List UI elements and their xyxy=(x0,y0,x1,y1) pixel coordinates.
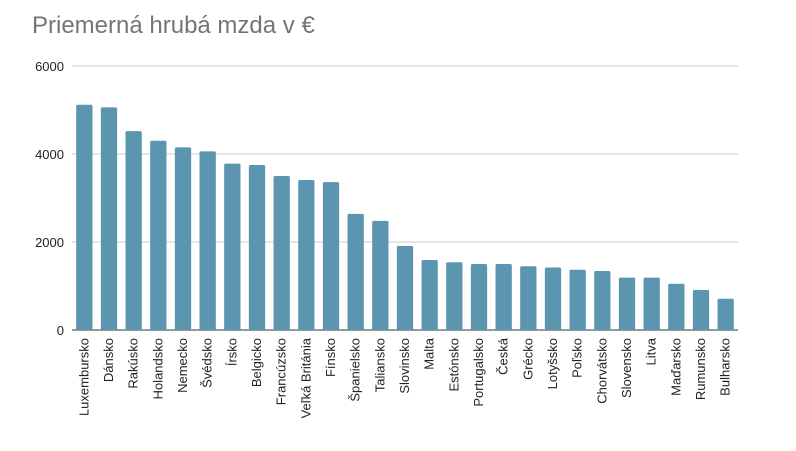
x-tick-label: Dánsko xyxy=(101,338,116,382)
bar xyxy=(470,264,488,330)
y-tick-label: 0 xyxy=(57,323,64,338)
x-tick-label: Francúzsko xyxy=(274,338,289,405)
x-axis-category-labels: Luxembursko Dánsko Rakúsko Holandsko Nemecko… xyxy=(76,337,732,418)
x-tick-label: Rumunsko xyxy=(693,338,708,400)
bar xyxy=(569,269,586,330)
bar xyxy=(125,131,142,330)
x-tick-label: Nemecko xyxy=(175,338,190,393)
y-tick-label: 4000 xyxy=(35,147,64,162)
bar xyxy=(717,298,734,330)
bar xyxy=(347,213,364,330)
x-tick-label: Litva xyxy=(644,337,659,365)
bar xyxy=(421,260,438,330)
bar xyxy=(298,179,315,330)
bar xyxy=(668,283,685,330)
x-tick-label: Bulharsko xyxy=(718,338,733,396)
bar xyxy=(594,271,611,330)
x-tick-label: Malta xyxy=(422,337,437,370)
x-tick-label: Fínsko xyxy=(323,338,338,377)
x-tick-label: Švédsko xyxy=(200,338,215,388)
bar xyxy=(150,140,167,330)
bar xyxy=(248,165,266,330)
bars xyxy=(76,104,734,330)
bar xyxy=(100,107,118,330)
bar xyxy=(618,277,636,330)
bar xyxy=(396,245,414,330)
x-tick-label: Portugalsko xyxy=(471,338,486,407)
bar xyxy=(643,277,660,330)
x-tick-label: Veľká Británia xyxy=(298,337,313,418)
bar xyxy=(322,182,340,330)
x-tick-label: Írsko xyxy=(224,338,239,366)
x-tick-label: Česká xyxy=(496,337,511,375)
y-tick-label: 2000 xyxy=(35,235,64,250)
x-tick-label: Španielsko xyxy=(348,338,363,402)
bar xyxy=(372,220,389,330)
bar xyxy=(199,151,216,330)
bar xyxy=(520,266,537,330)
x-tick-label: Lotyšsko xyxy=(545,338,560,389)
x-tick-label: Holandsko xyxy=(150,338,165,399)
bar xyxy=(174,147,192,330)
x-tick-label: Maďarsko xyxy=(668,338,683,396)
bar xyxy=(76,104,93,330)
bar xyxy=(273,176,290,330)
x-tick-label: Grécko xyxy=(520,338,535,380)
x-tick-label: Slovinsko xyxy=(397,338,412,394)
bar xyxy=(544,267,562,330)
x-tick-label: Taliansko xyxy=(372,338,387,392)
chart-title: Priemerná hrubá mzda v € xyxy=(32,12,315,39)
x-tick-label: Poľsko xyxy=(570,338,585,378)
x-tick-label: Luxembursko xyxy=(76,338,91,416)
y-tick-label: 6000 xyxy=(35,59,64,74)
bar xyxy=(495,264,512,330)
bar xyxy=(446,262,463,330)
bar xyxy=(224,163,241,330)
x-tick-label: Slovensko xyxy=(619,338,634,398)
bar xyxy=(692,289,710,330)
x-tick-label: Estónsko xyxy=(446,338,461,391)
y-axis-tick-labels: 0 2000 4000 6000 xyxy=(35,59,64,338)
x-tick-label: Chorvátsko xyxy=(594,338,609,404)
x-tick-label: Rakúsko xyxy=(126,338,141,389)
x-tick-label: Belgicko xyxy=(249,338,264,387)
